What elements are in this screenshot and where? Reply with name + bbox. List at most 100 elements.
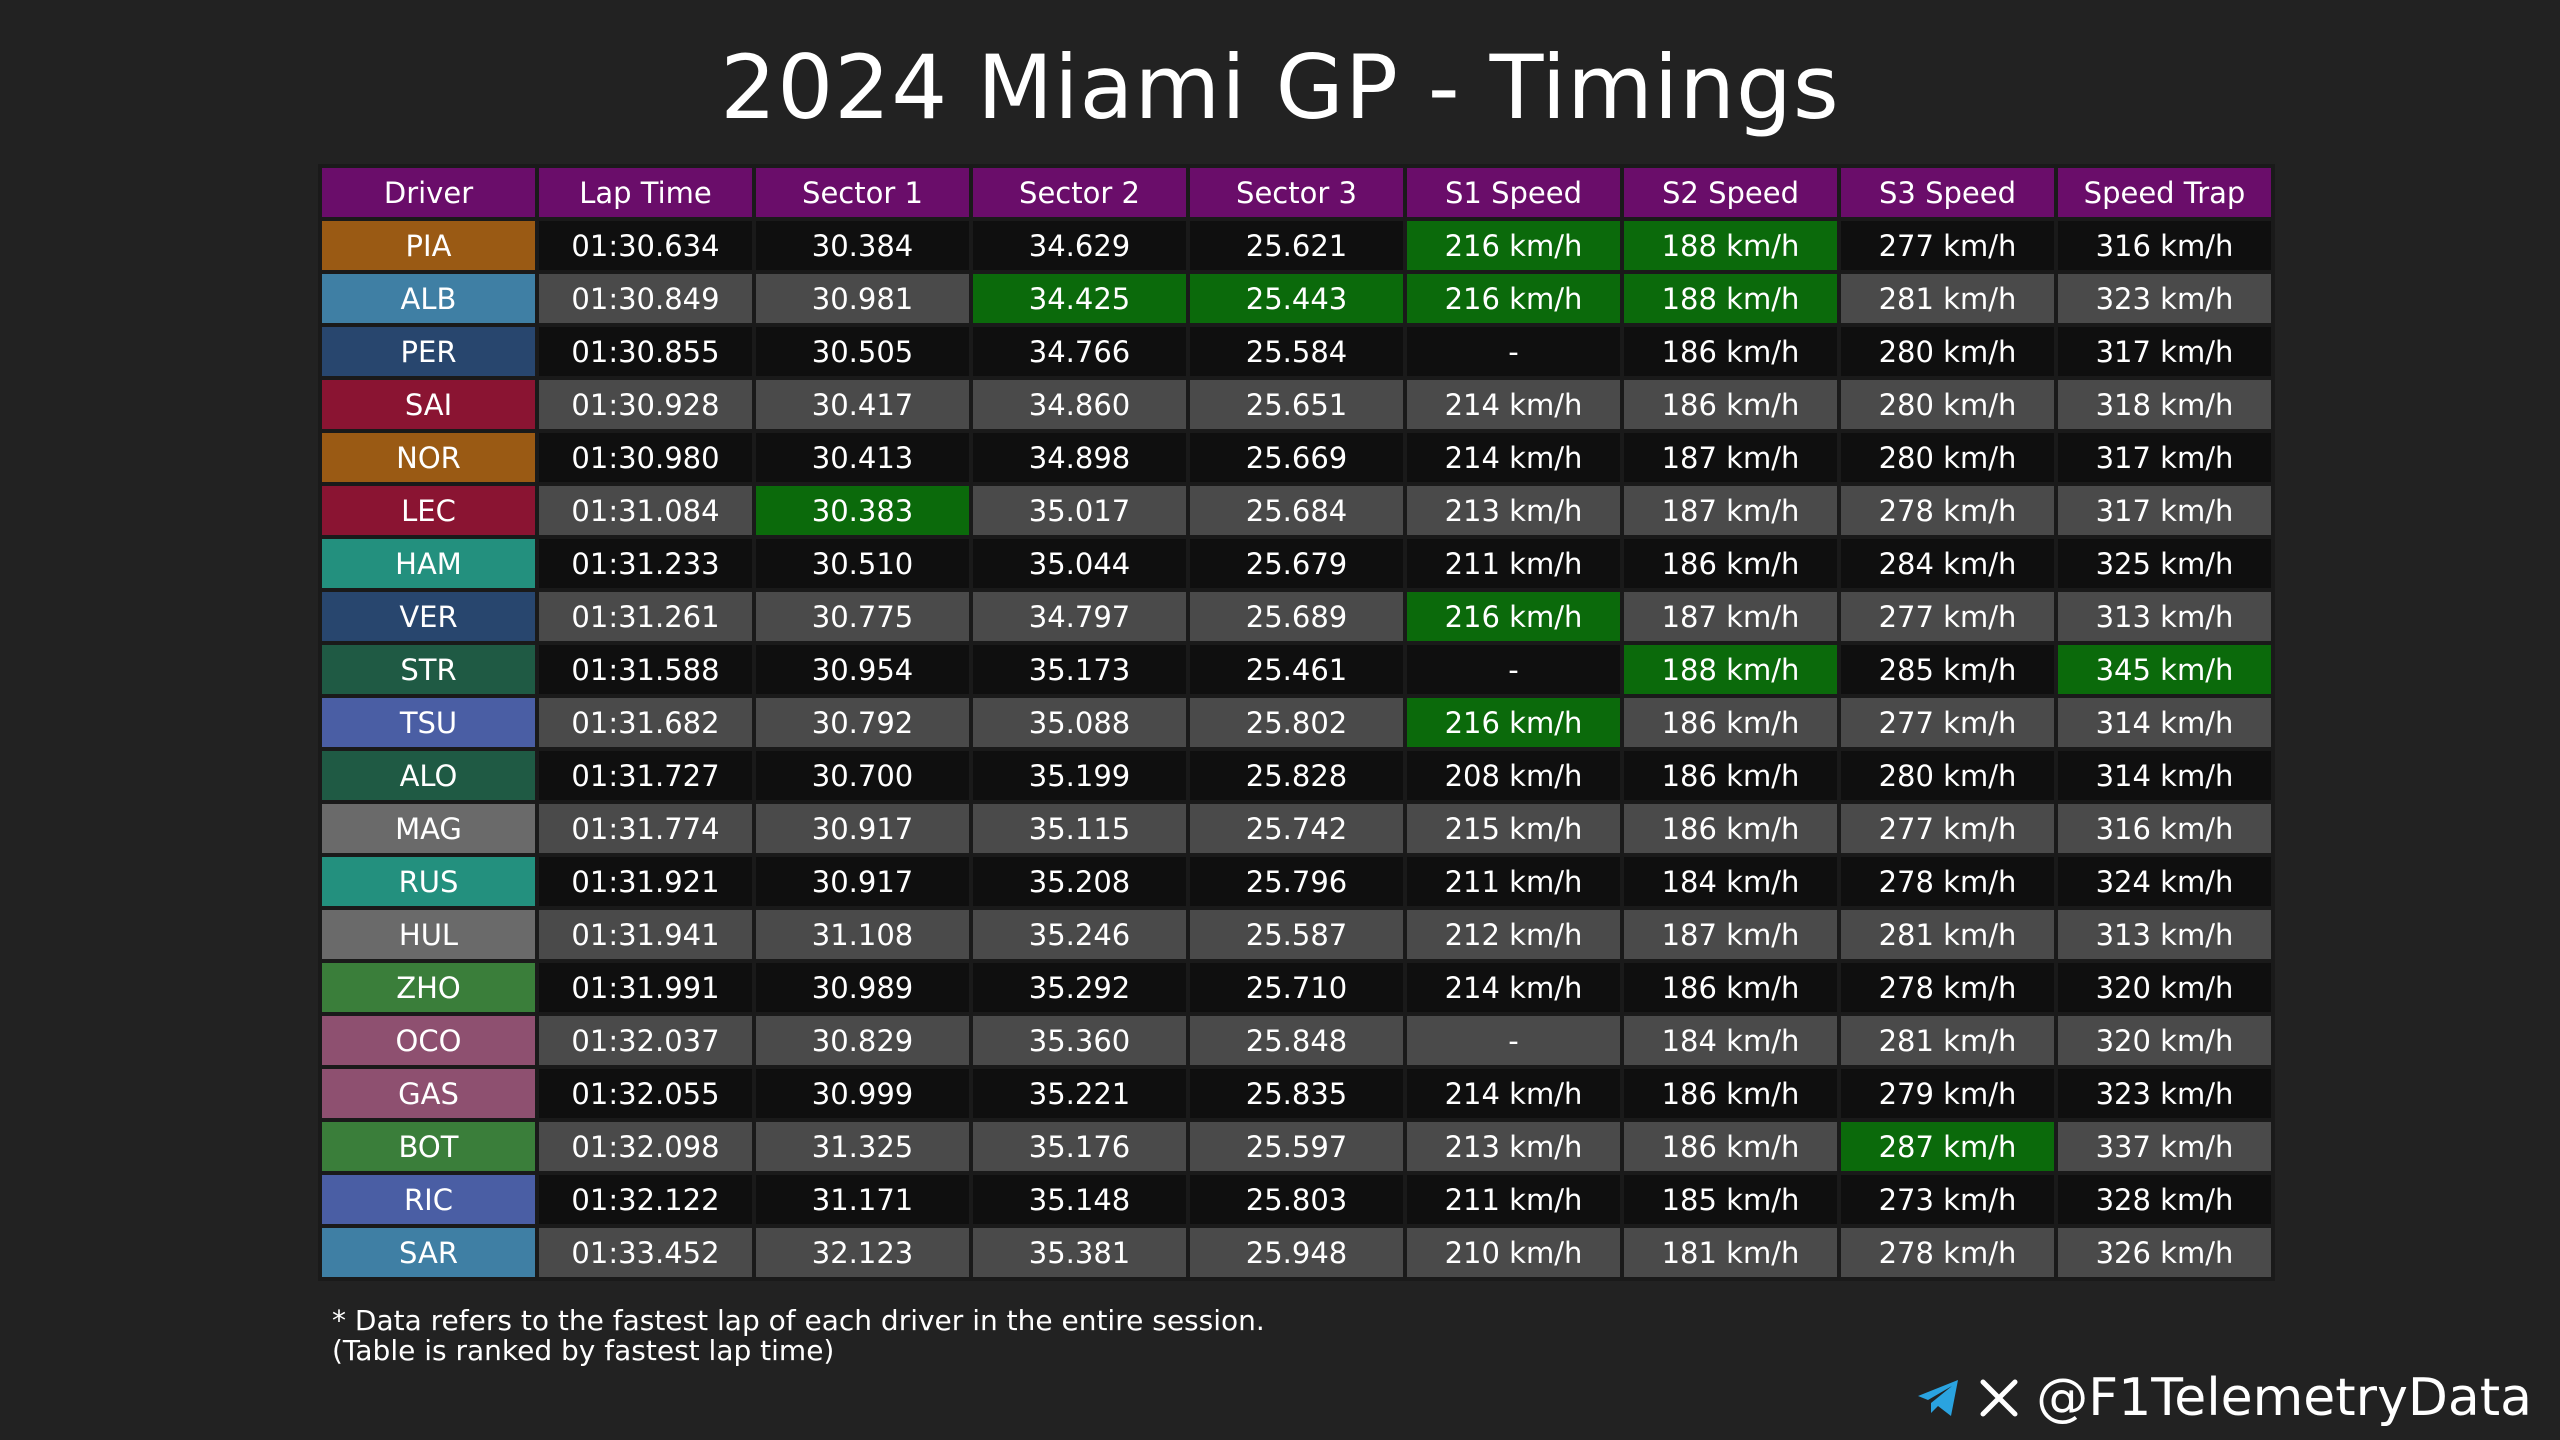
table-cell: -: [1407, 327, 1620, 376]
table-cell: 214 km/h: [1407, 1069, 1620, 1118]
table-cell: 35.088: [973, 698, 1186, 747]
table-cell: 316 km/h: [2058, 804, 2271, 853]
table-cell: 25.651: [1190, 380, 1403, 429]
table-cell: 35.208: [973, 857, 1186, 906]
table-cell: 345 km/h: [2058, 645, 2271, 694]
table-cell: 281 km/h: [1841, 274, 2054, 323]
driver-cell: TSU: [322, 698, 535, 747]
table-cell: 320 km/h: [2058, 963, 2271, 1012]
table-cell: 337 km/h: [2058, 1122, 2271, 1171]
table-cell: 273 km/h: [1841, 1175, 2054, 1224]
table-cell: 314 km/h: [2058, 751, 2271, 800]
footer-handle[interactable]: @F1TelemetryData: [2036, 1368, 2532, 1428]
table-cell: 30.510: [756, 539, 969, 588]
driver-cell: BOT: [322, 1122, 535, 1171]
table-cell: 186 km/h: [1624, 1069, 1837, 1118]
driver-cell: OCO: [322, 1016, 535, 1065]
driver-cell: LEC: [322, 486, 535, 535]
table-cell: 214 km/h: [1407, 433, 1620, 482]
table-cell: 214 km/h: [1407, 963, 1620, 1012]
table-cell: 01:31.774: [539, 804, 752, 853]
table-cell: 186 km/h: [1624, 1122, 1837, 1171]
table-cell: 25.796: [1190, 857, 1403, 906]
table-cell: 01:31.727: [539, 751, 752, 800]
table-row: LEC 01:31.084 30.383 35.017 25.684 213 km/h 18…: [322, 486, 2271, 535]
table-cell: 187 km/h: [1624, 486, 1837, 535]
table-cell: 316 km/h: [2058, 221, 2271, 270]
table-cell: 188 km/h: [1624, 645, 1837, 694]
table-cell: 34.629: [973, 221, 1186, 270]
table-cell: 211 km/h: [1407, 857, 1620, 906]
driver-cell: SAI: [322, 380, 535, 429]
table-cell: 30.917: [756, 804, 969, 853]
table-cell: 215 km/h: [1407, 804, 1620, 853]
table-cell: 186 km/h: [1624, 380, 1837, 429]
table-cell: 187 km/h: [1624, 433, 1837, 482]
table-cell: 277 km/h: [1841, 698, 2054, 747]
driver-cell: PIA: [322, 221, 535, 270]
table-cell: 279 km/h: [1841, 1069, 2054, 1118]
table-cell: 284 km/h: [1841, 539, 2054, 588]
driver-cell: ALO: [322, 751, 535, 800]
table-cell: 25.848: [1190, 1016, 1403, 1065]
table-cell: 35.115: [973, 804, 1186, 853]
column-header: S3 Speed: [1841, 168, 2054, 217]
driver-cell: ZHO: [322, 963, 535, 1012]
table-cell: 324 km/h: [2058, 857, 2271, 906]
column-header: S1 Speed: [1407, 168, 1620, 217]
x-icon[interactable]: [1980, 1379, 2018, 1417]
telegram-icon[interactable]: [1916, 1378, 1962, 1418]
table-cell: 01:31.084: [539, 486, 752, 535]
table-cell: 30.384: [756, 221, 969, 270]
table-cell: 01:31.682: [539, 698, 752, 747]
table-cell: 34.425: [973, 274, 1186, 323]
table-cell: 185 km/h: [1624, 1175, 1837, 1224]
table-cell: 31.325: [756, 1122, 969, 1171]
page-title: 2024 Miami GP - Timings: [720, 36, 1840, 139]
table-cell: 313 km/h: [2058, 910, 2271, 959]
driver-cell: ALB: [322, 274, 535, 323]
driver-cell: STR: [322, 645, 535, 694]
table-cell: 35.176: [973, 1122, 1186, 1171]
table-cell: 01:33.452: [539, 1228, 752, 1277]
table-cell: 01:31.921: [539, 857, 752, 906]
table-row: ZHO 01:31.991 30.989 35.292 25.710 214 km/h 18…: [322, 963, 2271, 1012]
driver-cell: HUL: [322, 910, 535, 959]
table-row: RIC 01:32.122 31.171 35.148 25.803 211 km/h 18…: [322, 1175, 2271, 1224]
column-header: Speed Trap: [2058, 168, 2271, 217]
driver-cell: RUS: [322, 857, 535, 906]
table-cell: 01:32.037: [539, 1016, 752, 1065]
table-body: PIA 01:30.634 30.384 34.629 25.621 216 km/h 18…: [322, 221, 2271, 1277]
table-cell: 186 km/h: [1624, 751, 1837, 800]
table-cell: 35.173: [973, 645, 1186, 694]
table-cell: 212 km/h: [1407, 910, 1620, 959]
table-cell: 278 km/h: [1841, 486, 2054, 535]
table-cell: 01:31.233: [539, 539, 752, 588]
table-cell: 30.775: [756, 592, 969, 641]
table-cell: 34.898: [973, 433, 1186, 482]
table-cell: 25.679: [1190, 539, 1403, 588]
table-cell: 188 km/h: [1624, 221, 1837, 270]
table-cell: 323 km/h: [2058, 274, 2271, 323]
table-cell: 278 km/h: [1841, 1228, 2054, 1277]
table-cell: 186 km/h: [1624, 698, 1837, 747]
table-cell: 25.621: [1190, 221, 1403, 270]
driver-cell: HAM: [322, 539, 535, 588]
table-cell: 186 km/h: [1624, 539, 1837, 588]
table-row: STR 01:31.588 30.954 35.173 25.461-188 km/h 2…: [322, 645, 2271, 694]
table-cell: 35.221: [973, 1069, 1186, 1118]
driver-cell: SAR: [322, 1228, 535, 1277]
table-cell: 277 km/h: [1841, 592, 2054, 641]
table-cell: 317 km/h: [2058, 486, 2271, 535]
table-cell: 320 km/h: [2058, 1016, 2271, 1065]
table-cell: 01:31.941: [539, 910, 752, 959]
table-cell: 313 km/h: [2058, 592, 2271, 641]
table-cell: 25.835: [1190, 1069, 1403, 1118]
table-cell: 01:30.634: [539, 221, 752, 270]
footer: @F1TelemetryData: [1916, 1368, 2532, 1428]
table-cell: 30.999: [756, 1069, 969, 1118]
column-header: Sector 3: [1190, 168, 1403, 217]
table-cell: 01:31.991: [539, 963, 752, 1012]
table-row: HUL 01:31.941 31.108 35.246 25.587 212 km/h 18…: [322, 910, 2271, 959]
driver-cell: PER: [322, 327, 535, 376]
